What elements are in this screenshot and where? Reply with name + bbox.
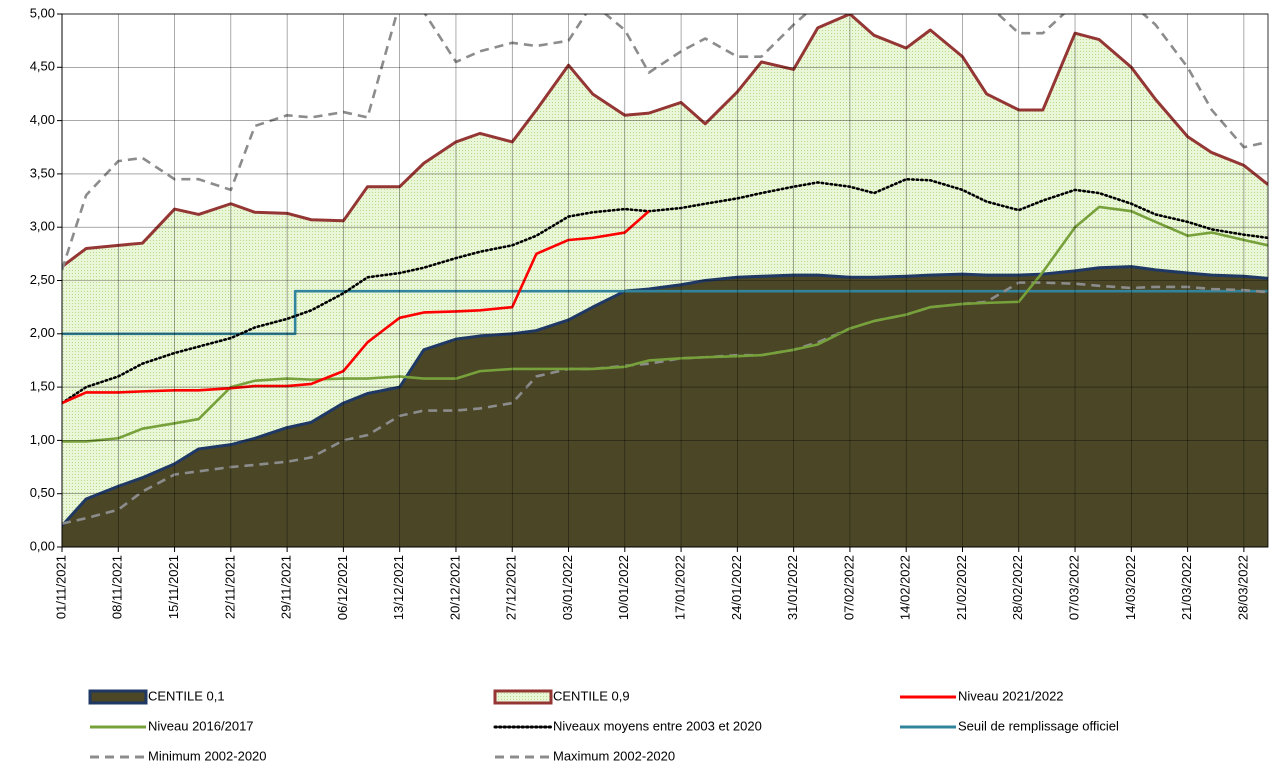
x-tick-label: 29/11/2021: [279, 555, 294, 619]
legend-label: Niveaux moyens entre 2003 et 2020: [553, 718, 762, 733]
x-tick-label: 17/01/2022: [673, 555, 688, 620]
legend-label: CENTILE 0,9: [553, 688, 630, 703]
x-tick-label: 08/11/2021: [110, 555, 125, 619]
y-tick-label: 0,50: [30, 485, 55, 500]
x-tick-label: 24/01/2022: [729, 555, 744, 620]
series-line: [62, 281, 1268, 525]
y-tick-label: 3,00: [30, 219, 55, 234]
x-tick-label: 21/02/2022: [954, 555, 969, 620]
y-tick-label: 2,00: [30, 325, 55, 340]
y-tick-label: 1,00: [30, 432, 55, 447]
y-tick-label: 4,00: [30, 112, 55, 127]
x-tick-label: 14/03/2022: [1123, 555, 1138, 620]
x-tick-label: 28/02/2022: [1010, 555, 1025, 620]
y-tick-label: 0,00: [30, 538, 55, 553]
y-tick-label: 3,50: [30, 165, 55, 180]
x-tick-label: 27/12/2021: [504, 555, 519, 620]
plot-area: [62, 14, 1268, 547]
series-line: [62, 14, 1268, 271]
legend-label: CENTILE 0,1: [148, 688, 225, 703]
x-tick-label: 15/11/2021: [166, 555, 181, 619]
x-tick-label: 10/01/2022: [616, 555, 631, 620]
series-line: [62, 177, 1268, 405]
area-fill: [62, 266, 1268, 547]
legend-label: Minimum 2002-2020: [148, 748, 267, 763]
x-tick-label: 31/01/2022: [785, 555, 800, 620]
legend-label: Seuil de remplissage officiel: [958, 718, 1119, 733]
x-tick-label: 13/12/2021: [391, 555, 406, 620]
x-tick-label: 01/11/2021: [53, 555, 68, 619]
series-line: [62, 205, 1268, 443]
x-tick-label: 06/12/2021: [335, 555, 350, 620]
series-line: [62, 265, 1268, 527]
x-tick-label: 21/03/2022: [1179, 555, 1194, 620]
series-line: [62, 14, 1268, 268]
legend-label: Niveau 2021/2022: [958, 688, 1064, 703]
x-tick-label: 07/03/2022: [1066, 555, 1081, 620]
x-tick-label: 14/02/2022: [898, 555, 913, 620]
x-tick-label: 20/12/2021: [447, 555, 462, 620]
y-tick-label: 2,50: [30, 272, 55, 287]
legend-label: Maximum 2002-2020: [553, 748, 675, 763]
y-tick-label: 1,50: [30, 379, 55, 394]
x-tick-label: 28/03/2022: [1235, 555, 1250, 620]
x-tick-label: 03/01/2022: [560, 555, 575, 620]
legend-swatch: [493, 689, 553, 705]
x-tick-label: 22/11/2021: [222, 555, 237, 619]
legend-label: Niveau 2016/2017: [148, 718, 254, 733]
legend-swatch: [88, 689, 148, 705]
series-line: [62, 210, 650, 405]
y-tick-label: 5,00: [30, 5, 55, 20]
x-tick-label: 07/02/2022: [841, 555, 856, 620]
y-tick-label: 4,50: [30, 59, 55, 74]
